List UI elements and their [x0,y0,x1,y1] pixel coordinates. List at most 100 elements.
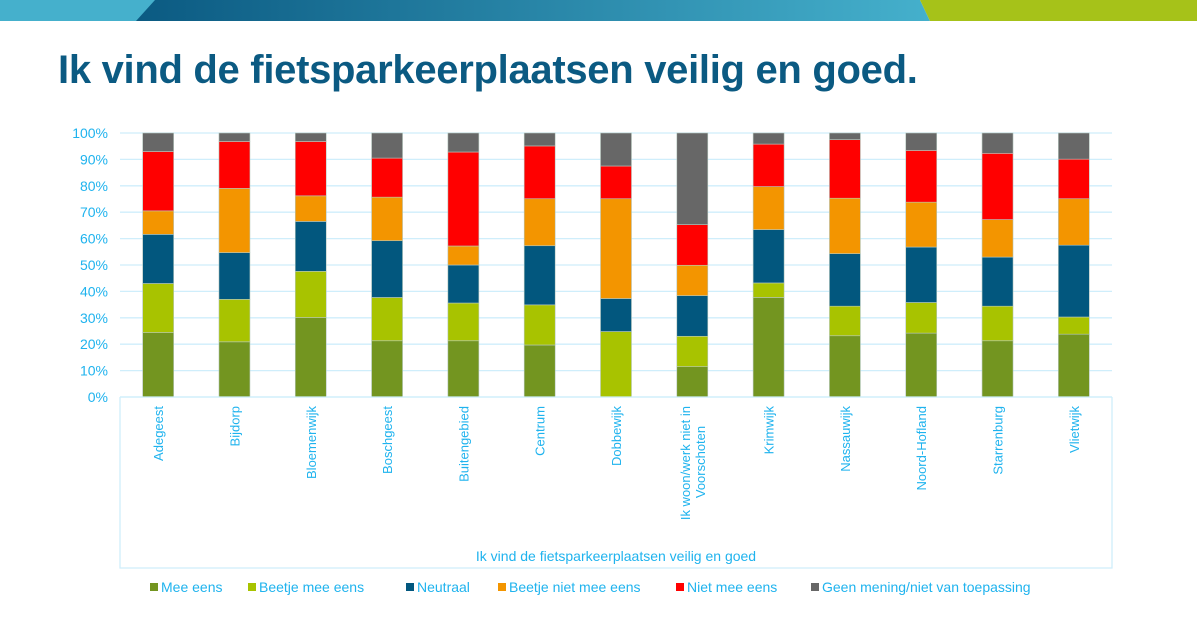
x-category-label: Noord-Hofland [914,406,929,491]
bar-segment [981,305,1014,342]
x-category-label: Adegeest [151,406,166,461]
bar-stack [600,132,632,398]
x-category-label: Vlietwijk [1067,406,1082,453]
bar-segment [294,271,327,318]
y-tick-label: 50% [80,257,108,273]
category-axis-frame [119,396,1113,569]
bar-segment [447,151,480,247]
bar-segment [371,132,403,159]
bar-segment [829,253,861,307]
bar-segment [1058,316,1090,335]
x-category-label: Ik woon/werk niet inVoorschoten [678,406,708,520]
x-category-label: Bijdorp [227,406,242,446]
bar-stack [294,132,327,398]
legend-swatch [406,583,414,591]
bar-segment [752,186,785,230]
bar-segment [294,141,327,197]
bar-segment [905,332,938,398]
legend-item: Neutraal [406,579,470,595]
category-axis-box [119,397,1113,569]
y-tick-label: 30% [80,310,108,326]
bar-segment [447,245,480,266]
x-category-label: Boschgeest [380,406,395,474]
bar-segment [218,141,251,189]
bar-segment [905,150,938,203]
bar-segment [1058,244,1090,318]
legend-label: Beetje mee eens [259,579,364,595]
bar-stack [218,132,251,398]
banner-main-band [136,0,930,21]
x-category-label-line: Centrum [533,406,548,456]
bar-segment [905,246,938,303]
x-category-label-line: Voorschoten [693,426,708,498]
bar-segment [142,210,174,235]
bar-segment [752,132,785,145]
x-category-label: Nassauwijk [838,406,853,472]
y-tick-label: 90% [80,151,108,167]
header-banner [0,0,1197,21]
bar-segment [142,132,174,152]
bar-stack [752,132,785,398]
y-tick-label: 0% [88,389,108,405]
legend-label: Geen mening/niet van toepassing [822,579,1031,595]
y-tick-label: 70% [80,204,108,220]
bar-segment [447,264,480,304]
bar-segment [829,305,861,337]
bar-segment [523,145,556,200]
bar-segment [218,252,251,300]
bar-segment [600,165,632,200]
bar-segment [600,298,632,332]
x-category-label: Dobbewijk [609,406,624,466]
bar-segment [752,282,785,298]
y-tick-label: 20% [80,336,108,352]
bar-segment [600,331,632,398]
bar-segment [1058,132,1090,160]
bar-stack [523,132,556,398]
bar-segment [752,143,785,187]
x-category-label-line: Ik woon/werk niet in [678,406,693,520]
bar-segment [981,256,1014,307]
bar-segment [905,302,938,334]
x-category-label-line: Starrenburg [991,406,1006,475]
bar-segment [142,283,174,333]
bar-segment [829,139,861,199]
y-tick-label: 60% [80,231,108,247]
legend-item: Niet mee eens [676,579,777,595]
y-tick-label: 100% [72,125,108,141]
x-category-label: Centrum [533,406,548,456]
bar-segment [1058,333,1090,398]
bar-segment [294,132,327,142]
bar-segment [829,335,861,398]
bar-segment [523,198,556,247]
bar-segment [218,188,251,253]
bar-stack [905,132,938,398]
bar-segment [447,132,480,153]
legend-swatch [498,583,506,591]
x-category-label-line: Boschgeest [380,406,395,474]
legend-swatch [150,583,158,591]
bar-segment [371,157,403,198]
x-axis-labels: Adegeest Bijdorp Bloemenwijk Boschgeest Buit… [151,406,1082,521]
y-tick-label: 10% [80,363,108,379]
bar-stack [371,132,403,398]
legend-label: Niet mee eens [687,579,777,595]
y-tick-label: 80% [80,178,108,194]
bar-segment [752,297,785,398]
x-category-label-line: Nassauwijk [838,406,853,472]
bar-segment [600,198,632,299]
legend-item: Beetje niet mee eens [498,579,641,595]
bar-segment [294,221,327,272]
bar-segment [905,132,938,151]
bar-segment [218,132,251,142]
bar-segment [676,224,709,266]
bar-segment [676,264,709,296]
x-category-label: Starrenburg [991,406,1006,475]
legend-swatch [811,583,819,591]
bar-segment [371,196,403,242]
bar-segment [981,132,1014,154]
bars [142,132,1090,398]
bar-segment [218,341,251,398]
x-category-label: Bloemenwijk [304,406,319,479]
bar-segment [600,132,632,167]
